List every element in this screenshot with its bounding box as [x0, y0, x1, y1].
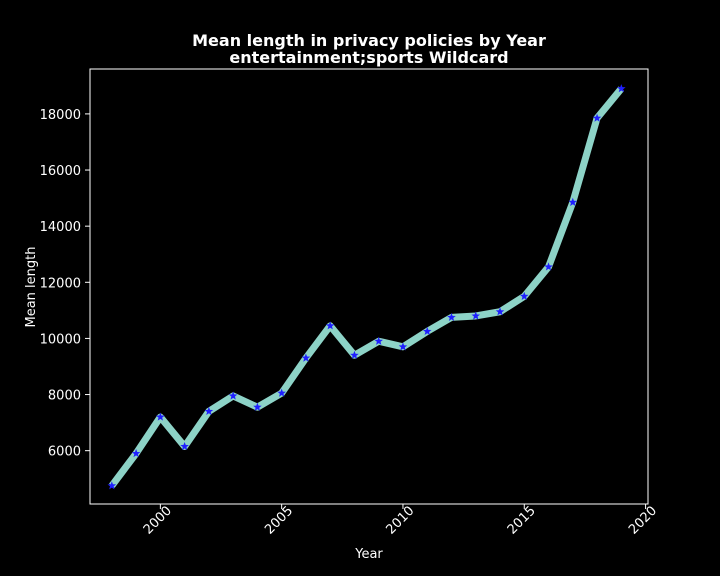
x-tick-label: 2020: [626, 504, 660, 538]
data-point: [277, 388, 286, 397]
x-tick-label: 2015: [505, 504, 539, 538]
x-tick-label: 2005: [262, 504, 296, 538]
y-tick-label: 10000: [40, 332, 81, 347]
series-line: [109, 86, 625, 488]
data-point: [495, 307, 505, 316]
data-point: [107, 481, 117, 490]
data-point: [447, 312, 456, 322]
data-point: [519, 291, 529, 300]
data-point: [592, 113, 602, 122]
data-point: [156, 412, 165, 421]
data-point: [617, 84, 626, 93]
x-axis: 2000 2005 2010 2015 2020: [141, 504, 660, 538]
y-axis: 6000 8000 10000 12000 14000 16000 18000: [40, 108, 90, 460]
data-point: [568, 197, 578, 206]
data-point: [325, 321, 335, 330]
chart-subtitle: entertainment;sports Wildcard: [229, 48, 508, 67]
data-point: [544, 262, 553, 271]
data-point: [350, 350, 359, 359]
data-point: [422, 326, 432, 336]
x-axis-label: Year: [354, 547, 383, 562]
data-point: [374, 336, 383, 345]
y-tick-label: 6000: [48, 445, 81, 460]
data-point: [301, 353, 311, 362]
series-layer: [107, 84, 626, 490]
x-tick-label: 2010: [383, 504, 417, 538]
chart-title: Mean length in privacy policies by Year: [192, 31, 546, 50]
data-point: [180, 441, 189, 451]
plot-area: [89, 68, 649, 505]
x-tick-label: 2000: [141, 504, 175, 538]
y-axis-label: Mean length: [24, 247, 39, 328]
data-point: [471, 311, 481, 320]
y-tick-label: 14000: [40, 220, 81, 235]
data-point: [228, 391, 238, 400]
data-point: [398, 342, 408, 351]
y-tick-label: 16000: [40, 164, 81, 179]
data-point: [204, 406, 214, 416]
data-point: [253, 402, 262, 411]
y-tick-label: 18000: [40, 108, 81, 123]
y-tick-label: 12000: [40, 276, 81, 291]
y-tick-label: 8000: [48, 389, 81, 404]
data-point: [131, 448, 141, 458]
